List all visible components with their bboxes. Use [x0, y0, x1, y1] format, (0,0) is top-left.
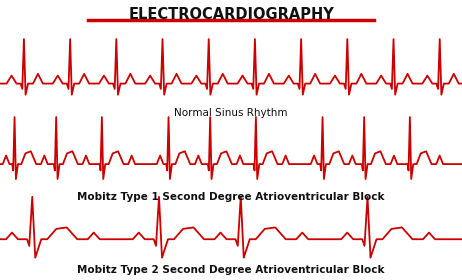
Text: Normal Sinus Rhythm: Normal Sinus Rhythm	[174, 108, 288, 118]
Text: Mobitz Type 2 Second Degree Atrioventricular Block: Mobitz Type 2 Second Degree Atrioventric…	[77, 265, 385, 275]
Text: Mobitz Type 1 Second Degree Atrioventricular Block: Mobitz Type 1 Second Degree Atrioventric…	[77, 192, 385, 202]
Text: ELECTROCARDIOGRAPHY: ELECTROCARDIOGRAPHY	[128, 7, 334, 22]
